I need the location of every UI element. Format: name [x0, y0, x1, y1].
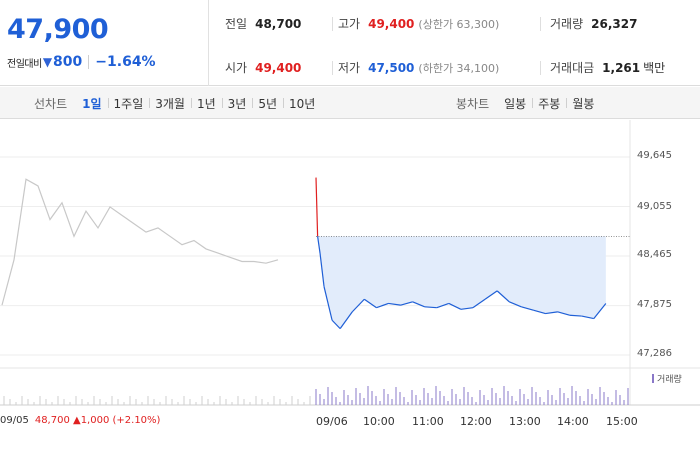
- today-line-segment: [331, 319, 341, 330]
- tab-period-3m[interactable]: 3개월: [149, 95, 191, 112]
- today-line-segment: [581, 315, 594, 320]
- divider: [540, 17, 541, 31]
- y-tick-label: 49,055: [637, 201, 672, 212]
- tab-period-1d[interactable]: 1일: [82, 96, 102, 111]
- today-line-segment: [315, 177, 319, 237]
- tab-period-1w[interactable]: 1주일: [107, 95, 150, 112]
- today-line-segment: [484, 290, 498, 300]
- today-line-segment: [424, 306, 437, 309]
- today-line-segment: [508, 301, 522, 308]
- below-ref-fill: [316, 235, 630, 329]
- today-line-segment: [412, 301, 425, 308]
- today-line-segment: [521, 306, 534, 311]
- stat-high: 고가 49,400 (상한가 63,300): [338, 17, 500, 31]
- tab-candle-weekly[interactable]: 주봉: [532, 95, 566, 112]
- y-tick-label: 49,645: [637, 150, 672, 161]
- today-line-segment: [448, 302, 462, 310]
- x-tick-label: 15:00: [606, 415, 638, 428]
- today-line-segment: [545, 311, 558, 315]
- today-line-segment: [400, 301, 413, 306]
- volume-legend: 거래량: [652, 372, 682, 385]
- divider: [332, 61, 333, 75]
- today-line-segment: [317, 236, 321, 254]
- y-tick-label: 47,286: [637, 348, 672, 359]
- stat-prev-close: 전일 48,700: [225, 17, 302, 31]
- tab-period-10y[interactable]: 10년: [283, 95, 321, 112]
- line-chart-title: 선차트: [34, 96, 68, 111]
- change-row: 전일대비 ▼ 800 −1.64%: [7, 54, 156, 70]
- today-line-segment: [533, 309, 546, 315]
- y-tick-label: 48,465: [637, 249, 672, 260]
- today-series: [315, 177, 607, 330]
- today-line-segment: [351, 298, 365, 313]
- below-ref-area: [317, 236, 606, 329]
- x-tick-label: 12:00: [460, 415, 492, 428]
- today-line-segment: [569, 314, 582, 317]
- today-line-segment: [339, 311, 353, 329]
- x-tick-label: 14:00: [557, 415, 589, 428]
- today-line-segment: [388, 302, 401, 306]
- tab-period-1y[interactable]: 1년: [190, 95, 222, 112]
- today-line-segment: [557, 311, 570, 316]
- volume-bars: [3, 386, 629, 405]
- chart-grid: [0, 120, 700, 406]
- x-tick-label: 11:00: [412, 415, 444, 428]
- tab-period-5y[interactable]: 5년: [252, 95, 283, 112]
- line-chart-periods: 선차트 1일 1주일 3개월 1년 3년 5년 10년: [34, 87, 321, 119]
- today-line-segment: [460, 307, 474, 310]
- divider: [332, 17, 333, 31]
- candle-chart-title: 봉차트: [456, 96, 490, 111]
- today-line-segment: [436, 302, 450, 309]
- candle-chart-periods: 봉차트 일봉 주봉 월봉: [456, 87, 600, 119]
- today-line-segment: [472, 298, 486, 309]
- y-tick-label: 47,875: [637, 299, 672, 310]
- x-tick-label: 10:00: [363, 415, 395, 428]
- x-tick-label: 13:00: [509, 415, 541, 428]
- stat-volume: 거래량 26,327: [550, 17, 638, 31]
- change-percent: −1.64%: [95, 54, 156, 70]
- volume-swatch: [652, 374, 654, 383]
- stat-low: 저가 47,500 (하한가 34,100): [338, 61, 500, 75]
- today-line-segment: [323, 286, 333, 321]
- tab-period-3y[interactable]: 3년: [221, 95, 253, 112]
- down-arrow-icon: ▼: [42, 55, 53, 69]
- prev-day-series: [1, 178, 279, 306]
- chart-toolbar: 선차트 1일 1주일 3개월 1년 3년 5년 10년 봉차트 일봉 주봉 월봉: [0, 87, 700, 119]
- current-price: 47,900: [7, 14, 109, 45]
- stat-open: 시가 49,400: [225, 61, 302, 75]
- prev-day-line: [1, 178, 279, 306]
- x-tick-label: 09/06: [316, 415, 348, 428]
- stat-amount: 거래대금 1,261 백만: [550, 61, 666, 75]
- today-line-segment: [319, 253, 325, 287]
- prev-day-info: 09/05 48,700 ▲1,000 (+2.10%): [0, 415, 161, 426]
- change-value: 800: [53, 54, 83, 70]
- today-line-segment: [363, 298, 377, 309]
- price-chart[interactable]: 49,645 49,055 48,465 47,875 47,286 거래량 0…: [0, 120, 700, 450]
- tab-candle-daily[interactable]: 일봉: [504, 96, 527, 111]
- change-label: 전일대비: [7, 58, 42, 70]
- tab-candle-monthly[interactable]: 월봉: [566, 95, 600, 112]
- divider: [540, 61, 541, 75]
- divider: [88, 55, 90, 69]
- current-price-box: 47,900 전일대비 ▼ 800 −1.64%: [0, 0, 209, 86]
- price-chart-svg: [0, 120, 700, 406]
- today-line-segment: [376, 302, 389, 309]
- today-line-segment: [593, 303, 607, 319]
- price-header: 47,900 전일대비 ▼ 800 −1.64% 전일 48,700 고가 49,4…: [0, 0, 700, 86]
- stats-panel: 전일 48,700 고가 49,400 (상한가 63,300) 거래량 26,327 …: [209, 0, 700, 86]
- today-line-segment: [496, 290, 510, 303]
